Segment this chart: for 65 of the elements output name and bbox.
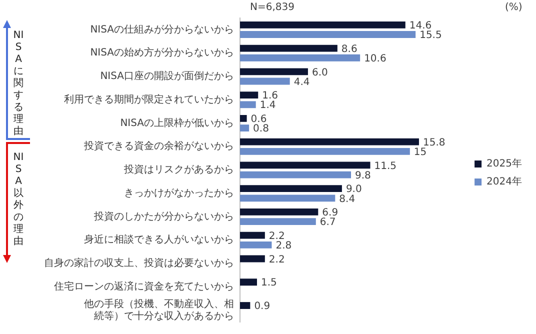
y-tick-label: NISA口座の開設が面倒だから (100, 70, 234, 82)
data-label: 10.6 (364, 53, 386, 64)
data-label: 2.2 (268, 230, 285, 242)
bar (240, 162, 370, 169)
bar (240, 114, 247, 122)
bar (240, 302, 250, 309)
y-tick-label: きっかけがなかったから (124, 188, 234, 199)
bar (240, 185, 342, 192)
bar (240, 101, 256, 108)
text: NISA以外の理由 (13, 152, 24, 248)
data-label: 1.6 (262, 90, 278, 102)
data-label: 0.9 (254, 301, 270, 312)
bar (240, 78, 290, 85)
bar (240, 68, 308, 76)
data-label: 9.8 (355, 170, 371, 182)
bar (240, 54, 360, 62)
y-tick-label: 身近に相談できる人がいないから (84, 234, 234, 246)
text: N=6,839 (250, 2, 294, 13)
data-label: 4.4 (294, 76, 310, 88)
legend-label: 2024年 (486, 176, 522, 188)
data-label: 6.0 (312, 67, 328, 78)
bar (240, 92, 258, 99)
data-label: 0.8 (253, 124, 269, 135)
data-label: 6.7 (320, 217, 336, 228)
bar (240, 194, 336, 202)
bar (240, 171, 352, 178)
data-label: 0.6 (250, 114, 267, 126)
bar (240, 232, 265, 239)
data-label: 8.6 (341, 44, 358, 55)
text: (%) (505, 2, 522, 13)
data-label: 1.4 (260, 100, 276, 112)
data-label: 8.4 (339, 194, 356, 205)
data-label: 15.8 (422, 137, 446, 148)
y-tick-label: NISAの上限枠が低いから (120, 116, 234, 129)
bar (240, 148, 410, 155)
y-tick-label: 自身の家計の収支上、投資は必要ないから (44, 257, 234, 270)
y-tick-label: NISAの始め方が分からないから (90, 46, 234, 59)
bar (240, 278, 257, 286)
bar (240, 255, 265, 262)
bar (240, 208, 318, 216)
y-tick-label: 投資できる資金の余裕がないから (83, 140, 234, 152)
bar (240, 218, 316, 226)
bar (240, 138, 419, 146)
y-tick-label: 利用できる期間が限定されていたから (64, 93, 234, 106)
bar (240, 21, 406, 28)
y-tick-label: 投資はリスクがあるから (123, 164, 234, 176)
data-label: 11.5 (374, 160, 397, 172)
y-tick-label: NISAの仕組みが分からないから (90, 23, 234, 36)
text: NISAに関する理由 (13, 30, 24, 137)
y-tick-label: 住宅ローンの返済に資金を充てたいから (54, 280, 234, 293)
data-label: 15.5 (420, 30, 442, 42)
bar (240, 241, 272, 248)
data-label: 9.0 (346, 184, 362, 196)
bar (240, 124, 250, 132)
bar (240, 31, 416, 38)
bar (240, 44, 338, 52)
legend-label: 2025年 (486, 158, 522, 170)
y-tick-label: 他の手段（投機、不動産収入、相続等）で十分な収入があるから (84, 298, 234, 322)
data-label: 15 (414, 147, 427, 158)
data-label: 1.5 (260, 278, 277, 289)
y-tick-label: 投資のしかたが分からないから (93, 210, 234, 222)
data-label: 14.6 (409, 20, 432, 32)
data-label: 2.2 (268, 254, 285, 266)
data-label: 6.9 (322, 208, 338, 219)
data-label: 2.8 (276, 240, 292, 252)
